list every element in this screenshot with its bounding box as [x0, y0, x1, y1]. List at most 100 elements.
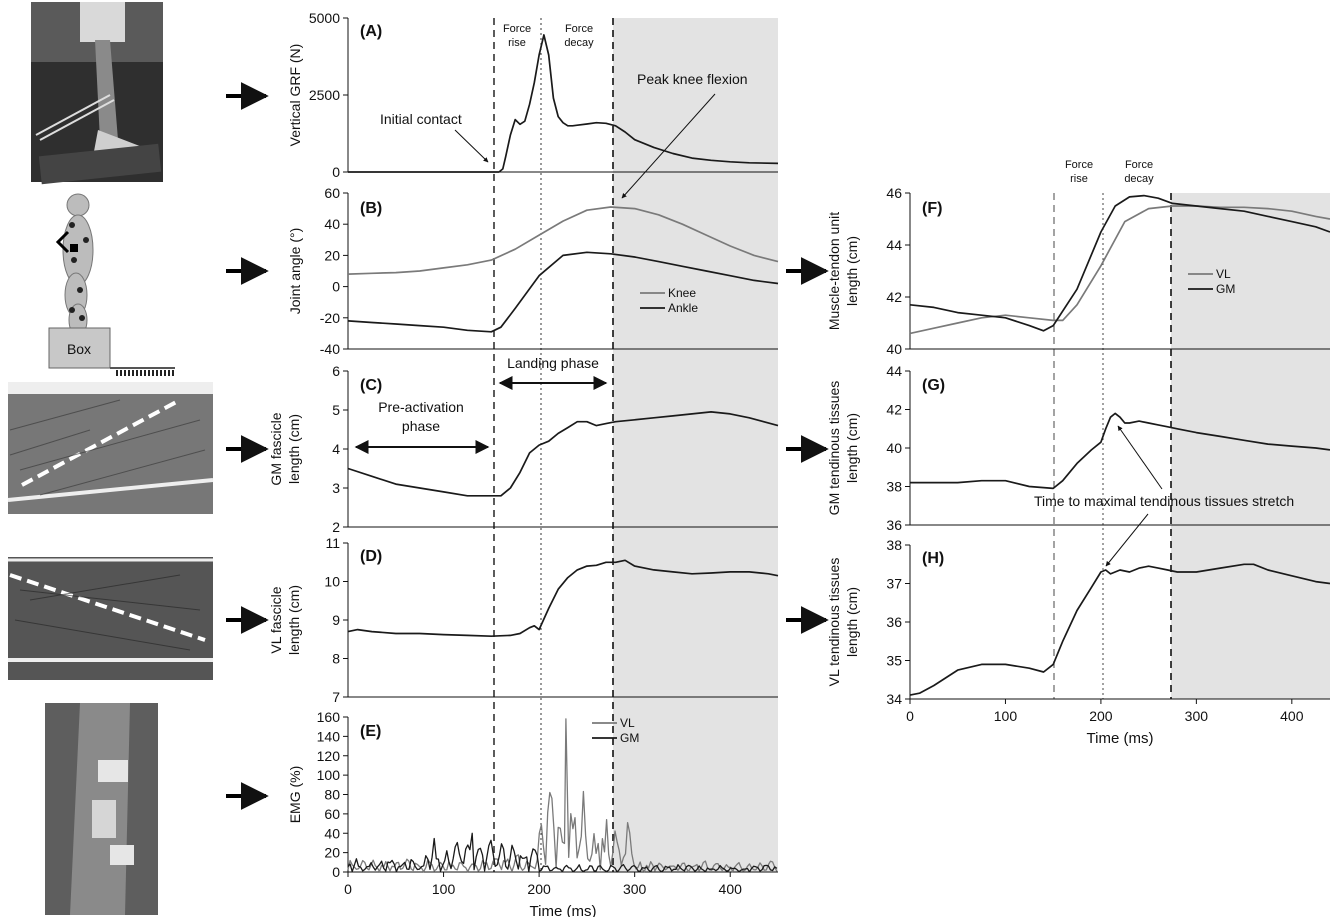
y-tick-label: 40	[324, 216, 340, 232]
y-tick-label: 20	[324, 845, 340, 861]
y-tick-label: 7	[332, 689, 340, 705]
legend-label: GM	[620, 731, 639, 745]
y-axis-label: EMG (%)	[287, 766, 303, 824]
series-line-trace	[347, 559, 779, 638]
x-tick-label: 300	[623, 881, 647, 897]
x-tick-label: 200	[527, 881, 551, 897]
annotation-preactivation-1: Pre-activation	[378, 399, 464, 415]
diagram-box-drop: Box	[48, 193, 175, 376]
x-tick-label: 0	[906, 708, 914, 724]
panel-f: 40 42 44 46 (F) Muscle-tendon unit length (cm)…	[826, 185, 1330, 357]
series-line-gm	[347, 832, 778, 873]
series-line-vl	[347, 718, 778, 873]
y-tick-label: 80	[324, 787, 340, 803]
panel-label: (D)	[360, 548, 382, 565]
panel-e: 0 20 40 60 80 100 120 140 160 0 100 200 300 400 Time (…	[287, 709, 778, 917]
y-tick-label: 5	[332, 402, 340, 418]
y-tick-label: 11	[325, 535, 340, 551]
y-axis-label: VL tendinous tissues	[826, 558, 842, 687]
y-tick-label: 40	[886, 440, 902, 456]
y-tick-label: 0	[332, 864, 340, 880]
y-axis-label: GM fascicle	[268, 412, 284, 485]
panel-c: 2 3 4 5 6 (C) GM fascicle length (cm)	[268, 363, 779, 535]
y-tick-label: 42	[886, 402, 902, 418]
y-tick-label: 40	[324, 825, 340, 841]
y-tick-label: 35	[886, 653, 902, 669]
ultrasound-vl	[8, 557, 213, 680]
y-tick-label: 36	[886, 517, 902, 533]
y-tick-label: 3	[332, 480, 340, 496]
annotation-force-decay-right-2: decay	[1124, 173, 1154, 185]
panel-g: 36 38 40 42 44 (G) GM tendinous tissues length …	[826, 363, 1330, 533]
series-line-ankle	[347, 251, 779, 333]
annotation-peak-knee-flexion: Peak knee flexion	[637, 71, 748, 87]
phase-lines-left	[493, 18, 614, 872]
panel-a: 0 2500 5000 (A) Vertical GRF (N)	[287, 10, 779, 180]
y-tick-label: 2	[332, 519, 340, 535]
y-tick-label: 38	[886, 537, 902, 553]
y-axis-label: length (cm)	[844, 587, 860, 657]
y-tick-label: 60	[324, 806, 340, 822]
legend-label: VL	[620, 716, 635, 730]
shade-left	[613, 18, 778, 872]
y-tick-label: 44	[886, 237, 902, 253]
y-tick-label: 9	[332, 612, 340, 628]
y-axis-label: length (cm)	[844, 413, 860, 483]
photo-emg-leg	[45, 703, 158, 915]
series-line-trace	[910, 412, 1330, 490]
ultrasound-gm	[7, 382, 214, 514]
series-line-trace	[348, 34, 779, 173]
annotation-preactivation-2: phase	[402, 418, 440, 434]
panel-label: (E)	[360, 723, 381, 740]
y-tick-label: 20	[324, 247, 340, 263]
panel-label: (A)	[360, 23, 382, 40]
shade-right	[1171, 193, 1330, 699]
series-line-trace	[347, 411, 779, 497]
x-axis-label: Time (ms)	[530, 903, 597, 917]
y-tick-label: 46	[886, 185, 902, 201]
y-tick-label: 100	[317, 767, 341, 783]
panel-label: (B)	[360, 200, 382, 217]
legend-label: VL	[1216, 267, 1231, 281]
x-tick-label: 200	[1089, 708, 1113, 724]
photo-landing-foot	[31, 2, 163, 185]
x-tick-label: 400	[1280, 708, 1304, 724]
legend-label: Knee	[668, 286, 696, 300]
y-tick-label: 2500	[309, 87, 340, 103]
phase-lines-right	[1053, 193, 1172, 699]
panel-label: (G)	[922, 377, 945, 394]
x-tick-label: 0	[344, 881, 352, 897]
annotation-landing-phase: Landing phase	[507, 355, 599, 371]
y-tick-label: 40	[886, 341, 902, 357]
annotation-force-rise-right-2: rise	[1070, 173, 1088, 185]
x-axis-label: Time (ms)	[1087, 730, 1154, 747]
x-tick-label: 100	[994, 708, 1018, 724]
annotation-time-to-max-stretch: Time to maximal tendinous tissues stretc…	[1034, 493, 1294, 509]
series-line-gm	[909, 194, 1330, 332]
annotations: Initial contact Peak knee flexion Force …	[354, 23, 1294, 567]
y-tick-label: 4	[332, 441, 340, 457]
series-line-trace	[909, 563, 1330, 696]
annotation-force-rise-left-1: Force	[503, 23, 531, 35]
x-tick-label: 300	[1185, 708, 1209, 724]
annotation-force-rise-right-1: Force	[1065, 159, 1093, 171]
series-line-vl	[909, 205, 1330, 335]
y-tick-label: 0	[332, 279, 340, 295]
y-tick-label: 34	[886, 691, 902, 707]
y-axis-label: length (cm)	[286, 414, 302, 484]
legend-label: Ankle	[668, 301, 698, 315]
panel-label: (F)	[922, 200, 942, 217]
y-axis-label: Vertical GRF (N)	[287, 44, 303, 147]
box-label: Box	[67, 341, 91, 357]
y-tick-label: 42	[886, 289, 902, 305]
annotation-force-decay-right-1: Force	[1125, 159, 1153, 171]
y-tick-label: 120	[317, 748, 341, 764]
y-tick-label: 6	[332, 363, 340, 379]
y-axis-label: length (cm)	[844, 236, 860, 306]
y-axis-label: Joint angle (°)	[287, 228, 303, 315]
y-tick-label: 44	[886, 363, 902, 379]
series-line-knee	[347, 206, 779, 275]
annotation-force-decay-left-1: Force	[565, 23, 593, 35]
